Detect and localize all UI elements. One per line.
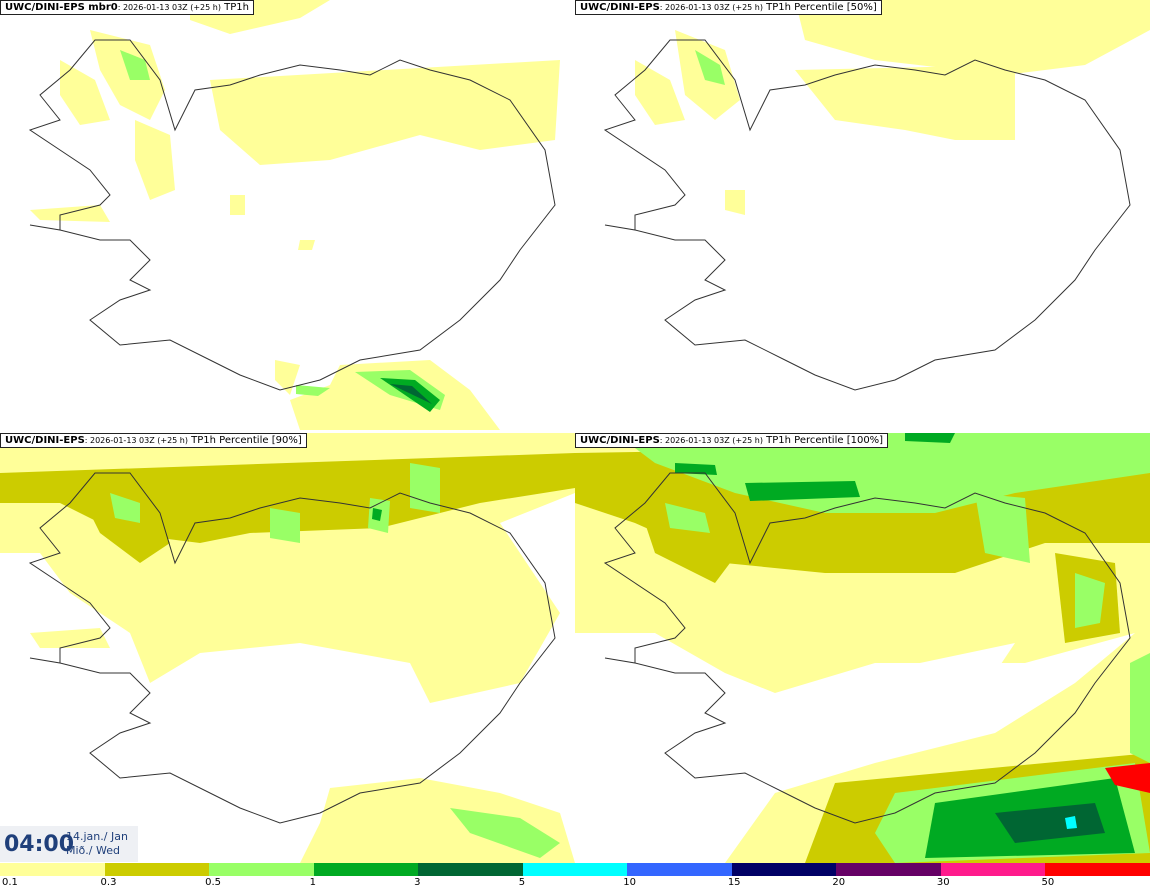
precip-area: [675, 463, 717, 475]
precip-area: [995, 803, 1105, 843]
precip-area: [135, 120, 175, 200]
precip-area: [60, 60, 110, 125]
precip-area: [90, 30, 165, 120]
legend-tick: 0.5: [205, 877, 221, 888]
precip-area: [298, 240, 315, 250]
legend-swatch: [627, 863, 733, 876]
legend-swatch: [0, 863, 105, 876]
precip-area: [1065, 816, 1077, 829]
precip-area: [410, 463, 440, 513]
precip-area: [230, 195, 245, 215]
legend-swatch: [522, 863, 628, 876]
coastline: [28, 472, 556, 824]
precip-area: [390, 384, 432, 404]
precip-area: [270, 508, 300, 543]
precip-area: [665, 503, 710, 533]
map-panel-p90: UWC/DINI-EPS: 2026-01-13 03Z (+25 h) TP1…: [0, 433, 575, 863]
legend-tick: 3: [414, 877, 421, 888]
legend-swatch: [418, 863, 524, 876]
panel-title: UWC/DINI-EPS: 2026-01-13 03Z (+25 h) TP1…: [575, 0, 882, 15]
precip-area: [120, 50, 150, 80]
precip-area: [296, 385, 330, 396]
precip-area: [80, 493, 170, 563]
panel-title: UWC/DINI-EPS mbr0: 2026-01-13 03Z (+25 h…: [0, 0, 254, 15]
precip-map: [603, 0, 1150, 391]
precip-area: [30, 205, 110, 222]
legend-swatch: [731, 863, 837, 876]
color-legend: 0.1 0.3 0.5 1 3 5 10 15 20 30 50: [0, 863, 1150, 891]
dry-area: [825, 643, 1015, 753]
legend-swatch: [836, 863, 942, 876]
legend-swatch: [313, 863, 419, 876]
precip-area: [450, 808, 560, 858]
map-panel-p100: UWC/DINI-EPS: 2026-01-13 03Z (+25 h) TP1…: [575, 433, 1150, 863]
valid-date: 14.jan./ Jan Mið./ Wed: [66, 830, 128, 857]
legend-tick: 50: [1041, 877, 1055, 888]
legend-tick: 20: [832, 877, 846, 888]
precip-area: [380, 378, 440, 412]
precip-map: [28, 0, 560, 430]
precip-area: [1105, 763, 1150, 793]
legend-tick: 5: [518, 877, 526, 888]
precip-area: [635, 493, 745, 583]
precip-area: [975, 493, 1030, 563]
legend-tick: 10: [623, 877, 636, 888]
precip-area: [30, 628, 110, 648]
precip-area: [1130, 653, 1150, 763]
precip-area: [745, 481, 860, 501]
panel-title: UWC/DINI-EPS: 2026-01-13 03Z (+25 h) TP1…: [0, 433, 307, 448]
coastline: [28, 39, 556, 391]
precip-area: [795, 0, 1150, 75]
precip-map: [0, 433, 575, 863]
legend-tick: 1: [309, 877, 316, 888]
coastline: [603, 39, 1131, 391]
legend-swatch: [209, 863, 315, 876]
precip-area: [210, 60, 560, 165]
legend-swatch: [940, 863, 1046, 876]
legend-tick: 0.3: [100, 877, 117, 888]
legend-swatch: [1045, 863, 1150, 876]
precip-area: [695, 50, 725, 85]
precip-area: [905, 433, 955, 443]
valid-time: 04:00: [4, 832, 75, 857]
precip-area: [372, 508, 382, 521]
legend-swatch: [104, 863, 210, 876]
precip-area: [795, 65, 1015, 140]
precip-area: [1075, 573, 1105, 628]
legend-tick: 30: [936, 877, 950, 888]
legend-tick: 15: [727, 877, 741, 888]
precip-area: [725, 190, 745, 215]
valid-time-box: 04:00 14.jan./ Jan Mið./ Wed: [0, 826, 138, 862]
precip-area: [275, 360, 300, 395]
precip-area: [110, 493, 140, 523]
precip-map: [575, 433, 1150, 863]
panel-title: UWC/DINI-EPS: 2026-01-13 03Z (+25 h) TP1…: [575, 433, 889, 448]
coastline: [603, 472, 1131, 824]
legend-tick: 0.1: [2, 877, 18, 888]
map-panel-p50: UWC/DINI-EPS: 2026-01-13 03Z (+25 h) TP1…: [575, 0, 1150, 430]
precip-area: [635, 60, 685, 125]
map-panel-member0: UWC/DINI-EPS mbr0: 2026-01-13 03Z (+25 h…: [0, 0, 575, 430]
